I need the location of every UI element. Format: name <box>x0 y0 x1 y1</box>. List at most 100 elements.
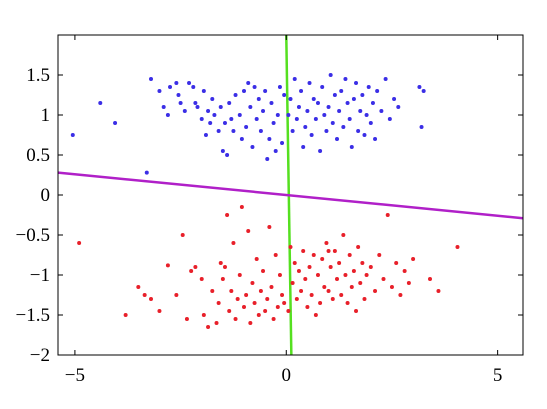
series-1-point-52 <box>292 261 297 265</box>
series-1-point-14 <box>206 325 211 329</box>
series-1-point-10 <box>189 269 194 273</box>
series-1-point-32 <box>248 321 253 325</box>
series-1-point-75 <box>341 233 346 237</box>
series-0-point-70 <box>318 149 323 153</box>
series-1-point-54 <box>296 269 301 273</box>
series-1-point-12 <box>199 277 204 281</box>
series-0-point-48 <box>269 101 274 105</box>
series-0-point-22 <box>210 97 215 101</box>
separator-lines <box>57 34 524 356</box>
series-0-point-49 <box>271 121 276 125</box>
series-0-point-28 <box>225 153 230 157</box>
series-0-point-18 <box>201 89 206 93</box>
series-1-point-19 <box>220 277 225 281</box>
series-1-point-45 <box>275 305 280 309</box>
y-tick-label-7: −2 <box>30 345 50 366</box>
series-0-point-85 <box>349 145 354 149</box>
series-1-point-64 <box>318 301 323 305</box>
y-tick-label-3: 0 <box>41 185 51 206</box>
series-1-point-93 <box>394 261 399 265</box>
series-0-point-23 <box>212 113 217 117</box>
series-0-point-38 <box>248 105 253 109</box>
series-1-point-0 <box>77 241 82 245</box>
series-1-point-29 <box>242 305 246 309</box>
y-tick-label-6: −1.5 <box>16 305 50 326</box>
series-0-point-11 <box>178 101 183 105</box>
series-1-point-43 <box>271 317 276 321</box>
series-0-point-69 <box>315 101 320 105</box>
series-0-point-24 <box>216 129 221 133</box>
series-0-point-100 <box>387 117 392 121</box>
tick-labels: −5 0 5 1.5 1 0.5 0 −0.5 −1 −1.5 −2 <box>16 65 503 386</box>
series-1-point-71 <box>332 249 337 253</box>
series-1-point-30 <box>244 293 249 297</box>
series-1-point-66 <box>322 285 327 289</box>
series-1-point-58 <box>305 305 310 309</box>
series-1-point-59 <box>307 265 312 269</box>
series-0-point-31 <box>231 129 236 133</box>
series-1-point-3 <box>142 293 147 297</box>
x-tick-label-1: 0 <box>282 365 292 386</box>
series-1-point-68 <box>326 289 331 293</box>
series-0-point-57 <box>290 129 295 133</box>
series-1-point-28 <box>239 205 244 209</box>
series-0-point-82 <box>343 77 348 81</box>
series-1-point-91 <box>385 213 390 217</box>
series-1-point-18 <box>218 261 223 265</box>
series-0-point-61 <box>299 89 304 93</box>
series-1-point-67 <box>324 241 329 245</box>
series-0-point-32 <box>233 93 238 97</box>
series-1-point-74 <box>339 293 344 297</box>
series-1-point-9 <box>184 317 189 321</box>
series-1-point-48 <box>282 301 287 305</box>
series-1-point-72 <box>335 277 339 281</box>
series-1-point-55 <box>299 289 304 293</box>
series-1-point-82 <box>356 245 361 249</box>
series-1-point-38 <box>261 269 266 273</box>
series-0-point-3 <box>144 170 149 175</box>
y-tick-label-5: −1 <box>30 265 50 286</box>
series-0-point-101 <box>392 97 397 101</box>
series-1-point-98 <box>428 277 432 281</box>
series-0-point-76 <box>330 121 335 125</box>
series-1-point-78 <box>347 253 352 257</box>
series-0-point-55 <box>286 113 291 117</box>
series-0-point-67 <box>311 97 316 101</box>
series-1-point-21 <box>225 213 230 217</box>
series-0-point-73 <box>324 129 329 133</box>
series-0-point-98 <box>379 109 384 113</box>
series-1-point-49 <box>286 309 291 313</box>
series-0-point-30 <box>229 117 234 121</box>
series-1-point-51 <box>290 281 295 285</box>
series-0-point-78 <box>335 137 339 141</box>
series-1-point-25 <box>233 317 238 321</box>
axis-ticks <box>58 35 523 356</box>
series-0-point-105 <box>421 89 426 93</box>
series-0-point-21 <box>208 121 213 125</box>
series-1-point-94 <box>398 293 403 297</box>
series-1-point-80 <box>351 269 356 273</box>
series-0-point-95 <box>370 101 375 105</box>
series-0-point-103 <box>417 85 422 89</box>
series-1-point-62 <box>313 313 318 317</box>
series-1-point-47 <box>280 293 285 297</box>
series-0-point-53 <box>280 141 285 145</box>
series-1-point-31 <box>246 229 251 233</box>
series-1-point-97 <box>411 257 416 261</box>
series-1-point-22 <box>227 309 232 313</box>
series-1-point-56 <box>301 249 306 253</box>
series-0-point-54 <box>282 93 287 97</box>
series-0-point-77 <box>332 93 337 97</box>
series-1-point-81 <box>354 309 359 313</box>
series-0-point-51 <box>275 113 280 117</box>
series-0-point-66 <box>309 133 314 137</box>
series-1-point-17 <box>216 301 221 305</box>
series-0-point-19 <box>203 133 208 137</box>
series-0-point-60 <box>296 105 301 109</box>
series-1-point-44 <box>273 253 278 257</box>
series-1-point-39 <box>263 309 268 313</box>
series-0-point-12 <box>182 109 187 113</box>
series-0-point-43 <box>258 129 263 133</box>
series-0-point-17 <box>199 117 204 121</box>
y-tick-label-2: 0.5 <box>26 145 50 166</box>
